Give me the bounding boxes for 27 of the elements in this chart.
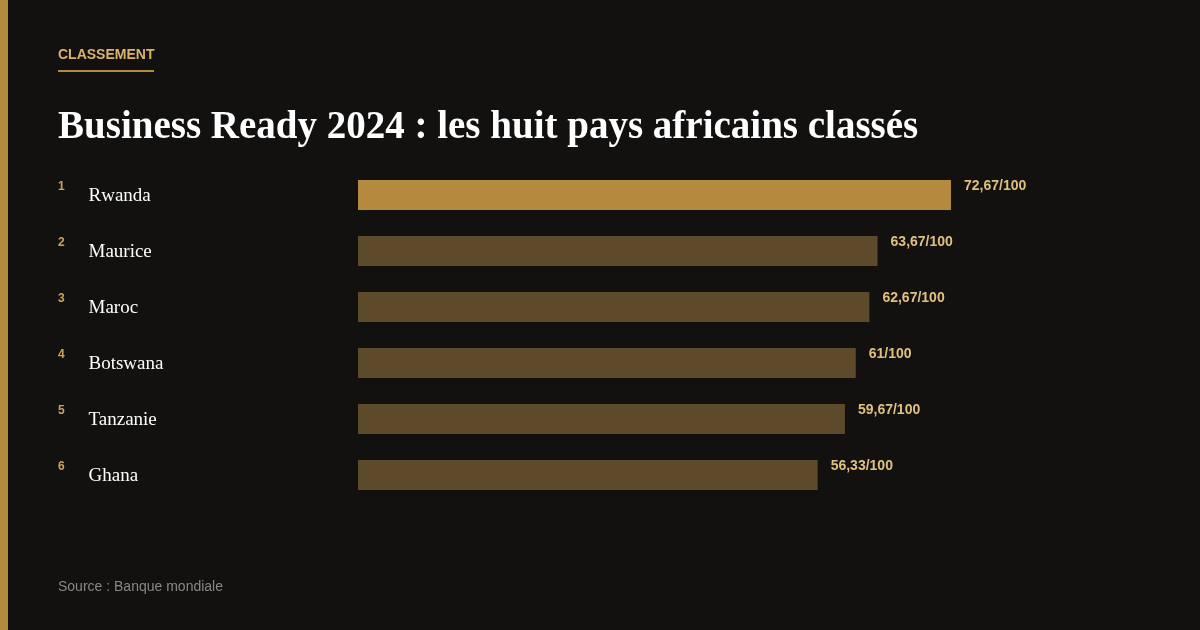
bar xyxy=(358,235,878,267)
chart-title: Business Ready 2024 : les huit pays africains classés xyxy=(58,102,919,147)
bar xyxy=(358,347,856,379)
text: CLASSEMENT xyxy=(58,46,155,72)
y-tick-label: Maurice xyxy=(88,240,152,261)
bar xyxy=(358,403,845,435)
data-label: 59,67/100 xyxy=(857,401,921,417)
text: 1 xyxy=(58,179,65,193)
y-tick-label: Rwanda xyxy=(88,184,152,205)
bar xyxy=(358,291,870,323)
y-tick-label: Ghana xyxy=(88,464,139,485)
y-tick-label: Botswana xyxy=(88,352,164,373)
data-label: 61/100 xyxy=(868,345,912,361)
bar xyxy=(358,459,818,491)
source-note: Source : Banque mondiale xyxy=(58,578,223,594)
bar xyxy=(358,179,951,211)
text: 5 xyxy=(58,403,65,417)
data-label: 72,67/100 xyxy=(964,177,1027,193)
data-label: 63,67/100 xyxy=(890,233,954,249)
text: 6 xyxy=(58,459,65,473)
data-label: 62,67/100 xyxy=(882,289,945,305)
data-label: 56,33/100 xyxy=(830,457,894,473)
y-tick-label: Maroc xyxy=(88,296,139,317)
text: 4 xyxy=(58,347,65,361)
text: 2 xyxy=(58,235,65,249)
text: 3 xyxy=(58,291,65,305)
y-tick-label: Tanzanie xyxy=(88,408,157,429)
